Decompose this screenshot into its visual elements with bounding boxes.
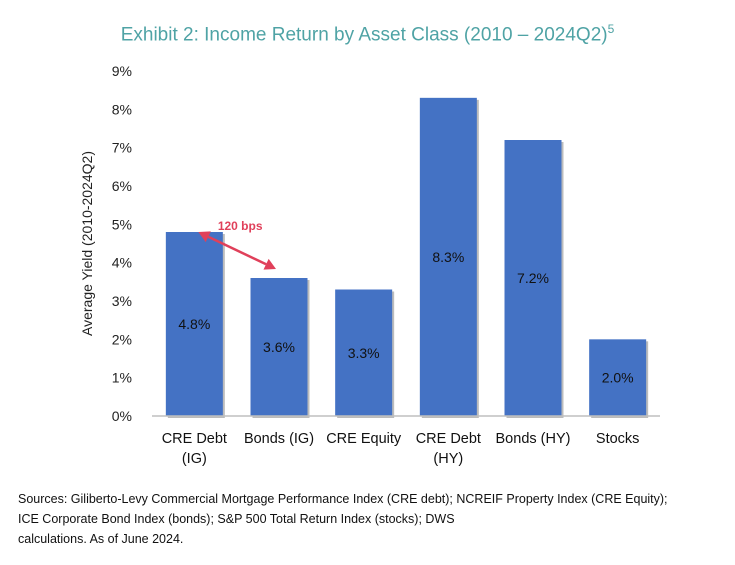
chart-title-footnote: 5	[607, 22, 615, 36]
annotation-arrowhead-end	[263, 258, 276, 270]
bar	[419, 97, 477, 416]
x-tick-label: Bonds (HY)	[496, 431, 571, 447]
sources-line-1: Sources: Giliberto-Levy Commercial Mortg…	[18, 492, 668, 506]
x-tick-label: (HY)	[433, 451, 463, 467]
data-label: 8.3%	[432, 249, 464, 265]
y-tick-label: 5%	[112, 216, 132, 232]
sources-note: Sources: Giliberto-Levy Commercial Mortg…	[18, 489, 723, 549]
x-tick-label: Bonds (IG)	[244, 431, 314, 447]
y-tick-label: 8%	[112, 101, 132, 117]
chart-title: Exhibit 2: Income Return by Asset Class …	[0, 22, 735, 46]
data-label: 7.2%	[517, 270, 549, 286]
x-tick-label: CRE Equity	[326, 431, 402, 447]
data-label: 4.8%	[178, 316, 210, 332]
x-tick-label: Stocks	[596, 431, 640, 447]
y-tick-label: 7%	[112, 140, 132, 156]
bar-chart: Average Yield (2010-2024Q2) 0% 1% 2% 3% 4% 5% 6…	[79, 63, 660, 467]
sources-line-2: ICE Corporate Bond Index (bonds); S&P 50…	[18, 512, 455, 526]
bar	[335, 289, 393, 416]
bar	[250, 278, 308, 416]
y-tick-label: 0%	[112, 408, 132, 424]
annotation-arrow-line	[207, 235, 267, 266]
sources-line-3: calculations. As of June 2024.	[18, 532, 184, 546]
x-tick-label: CRE Debt	[416, 431, 481, 447]
y-tick-label: 6%	[112, 178, 132, 194]
bar	[504, 140, 562, 416]
x-tick-label: (IG)	[182, 451, 207, 467]
bar	[165, 232, 223, 416]
chart-title-text: Exhibit 2: Income Return by Asset Class …	[120, 24, 608, 46]
data-label: 3.6%	[263, 339, 295, 355]
y-tick-label: 1%	[112, 370, 132, 386]
y-tick-label: 9%	[112, 63, 132, 79]
data-label: 3.3%	[348, 345, 380, 361]
bar	[589, 339, 647, 416]
data-label: 2.0%	[602, 370, 634, 386]
y-tick-label: 3%	[112, 293, 132, 309]
x-tick-label: CRE Debt	[162, 431, 227, 447]
y-axis-label: Average Yield (2010-2024Q2)	[79, 151, 95, 336]
annotation-arrowhead-start	[198, 231, 211, 243]
annotation-label: 120 bps	[218, 219, 263, 233]
y-tick-label: 4%	[112, 255, 132, 271]
y-tick-label: 2%	[112, 331, 132, 347]
